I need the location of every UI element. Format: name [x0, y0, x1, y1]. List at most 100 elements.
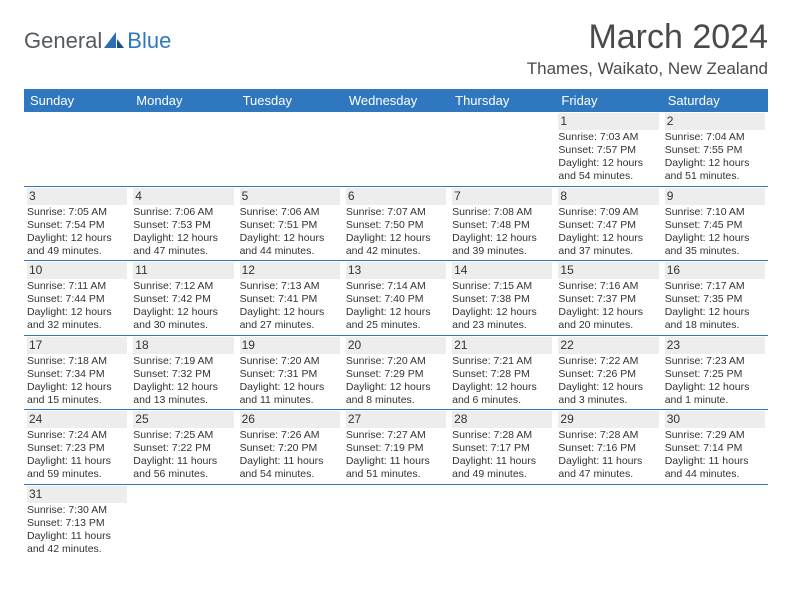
- day-detail-line: Sunrise: 7:07 AM: [346, 206, 446, 219]
- day-detail-line: Sunrise: 7:05 AM: [27, 206, 127, 219]
- day-number: 27: [346, 411, 446, 428]
- calendar-day-cell: [24, 112, 130, 186]
- day-detail-line: and 51 minutes.: [665, 170, 765, 183]
- day-detail-line: Daylight: 12 hours: [346, 381, 446, 394]
- day-detail-line: Sunset: 7:34 PM: [27, 368, 127, 381]
- calendar-day-cell: 6Sunrise: 7:07 AMSunset: 7:50 PMDaylight…: [343, 186, 449, 261]
- calendar-day-cell: [237, 484, 343, 558]
- day-detail-line: Sunrise: 7:04 AM: [665, 131, 765, 144]
- calendar-day-cell: 31Sunrise: 7:30 AMSunset: 7:13 PMDayligh…: [24, 484, 130, 558]
- calendar-day-cell: 17Sunrise: 7:18 AMSunset: 7:34 PMDayligh…: [24, 335, 130, 410]
- calendar-day-cell: 12Sunrise: 7:13 AMSunset: 7:41 PMDayligh…: [237, 261, 343, 336]
- day-number: 3: [27, 188, 127, 205]
- day-detail-line: Sunrise: 7:23 AM: [665, 355, 765, 368]
- calendar-day-cell: 27Sunrise: 7:27 AMSunset: 7:19 PMDayligh…: [343, 410, 449, 485]
- day-detail-line: Sunrise: 7:14 AM: [346, 280, 446, 293]
- day-detail-line: Daylight: 12 hours: [240, 381, 340, 394]
- day-detail-line: Daylight: 12 hours: [665, 381, 765, 394]
- location-subtitle: Thames, Waikato, New Zealand: [527, 59, 768, 79]
- calendar-day-cell: 4Sunrise: 7:06 AMSunset: 7:53 PMDaylight…: [130, 186, 236, 261]
- day-detail-line: Sunset: 7:25 PM: [665, 368, 765, 381]
- day-detail-line: Sunrise: 7:09 AM: [558, 206, 658, 219]
- day-detail-line: Sunset: 7:29 PM: [346, 368, 446, 381]
- calendar-day-cell: 24Sunrise: 7:24 AMSunset: 7:23 PMDayligh…: [24, 410, 130, 485]
- day-detail-line: Sunrise: 7:22 AM: [558, 355, 658, 368]
- page-title: March 2024: [527, 18, 768, 57]
- day-detail-line: Daylight: 12 hours: [452, 306, 552, 319]
- day-number: 19: [240, 337, 340, 354]
- day-detail-line: Sunrise: 7:15 AM: [452, 280, 552, 293]
- day-detail-line: Sunrise: 7:27 AM: [346, 429, 446, 442]
- day-detail-line: Daylight: 12 hours: [665, 306, 765, 319]
- weekday-header: Monday: [130, 89, 236, 112]
- day-detail-line: and 6 minutes.: [452, 394, 552, 407]
- day-detail-line: Daylight: 12 hours: [133, 306, 233, 319]
- calendar-week-row: 10Sunrise: 7:11 AMSunset: 7:44 PMDayligh…: [24, 261, 768, 336]
- day-detail-line: and 47 minutes.: [133, 245, 233, 258]
- day-detail-line: Sunrise: 7:20 AM: [240, 355, 340, 368]
- day-detail-line: Sunrise: 7:10 AM: [665, 206, 765, 219]
- day-detail-line: and 42 minutes.: [346, 245, 446, 258]
- day-detail-line: Daylight: 12 hours: [27, 381, 127, 394]
- day-detail-line: Sunset: 7:44 PM: [27, 293, 127, 306]
- day-detail-line: and 3 minutes.: [558, 394, 658, 407]
- day-detail-line: Sunrise: 7:21 AM: [452, 355, 552, 368]
- day-detail-line: Daylight: 12 hours: [27, 232, 127, 245]
- day-detail-line: Daylight: 12 hours: [558, 232, 658, 245]
- day-detail-line: Sunset: 7:42 PM: [133, 293, 233, 306]
- day-number: 30: [665, 411, 765, 428]
- day-detail-line: and 51 minutes.: [346, 468, 446, 481]
- day-detail-line: Daylight: 12 hours: [240, 306, 340, 319]
- day-detail-line: Daylight: 11 hours: [133, 455, 233, 468]
- calendar-table: SundayMondayTuesdayWednesdayThursdayFrid…: [24, 89, 768, 558]
- day-detail-line: Sunrise: 7:24 AM: [27, 429, 127, 442]
- day-detail-line: Sunset: 7:50 PM: [346, 219, 446, 232]
- calendar-week-row: 24Sunrise: 7:24 AMSunset: 7:23 PMDayligh…: [24, 410, 768, 485]
- day-detail-line: and 39 minutes.: [452, 245, 552, 258]
- day-detail-line: Daylight: 12 hours: [452, 232, 552, 245]
- calendar-day-cell: [449, 484, 555, 558]
- day-number: 6: [346, 188, 446, 205]
- day-number: 17: [27, 337, 127, 354]
- day-detail-line: Daylight: 12 hours: [558, 157, 658, 170]
- day-detail-line: Sunrise: 7:06 AM: [240, 206, 340, 219]
- day-detail-line: Sunset: 7:19 PM: [346, 442, 446, 455]
- day-number: 20: [346, 337, 446, 354]
- day-number: 18: [133, 337, 233, 354]
- day-detail-line: Sunset: 7:13 PM: [27, 517, 127, 530]
- day-number: 24: [27, 411, 127, 428]
- calendar-day-cell: 9Sunrise: 7:10 AMSunset: 7:45 PMDaylight…: [662, 186, 768, 261]
- logo-word-1: General: [24, 28, 102, 54]
- day-detail-line: and 49 minutes.: [27, 245, 127, 258]
- day-detail-line: Sunrise: 7:18 AM: [27, 355, 127, 368]
- day-detail-line: Sunset: 7:20 PM: [240, 442, 340, 455]
- calendar-day-cell: [343, 484, 449, 558]
- calendar-day-cell: 19Sunrise: 7:20 AMSunset: 7:31 PMDayligh…: [237, 335, 343, 410]
- calendar-day-cell: 22Sunrise: 7:22 AMSunset: 7:26 PMDayligh…: [555, 335, 661, 410]
- day-number: 26: [240, 411, 340, 428]
- day-number: 13: [346, 262, 446, 279]
- calendar-day-cell: 29Sunrise: 7:28 AMSunset: 7:16 PMDayligh…: [555, 410, 661, 485]
- day-detail-line: and 47 minutes.: [558, 468, 658, 481]
- day-detail-line: Sunset: 7:32 PM: [133, 368, 233, 381]
- day-number: 25: [133, 411, 233, 428]
- calendar-week-row: 17Sunrise: 7:18 AMSunset: 7:34 PMDayligh…: [24, 335, 768, 410]
- day-detail-line: Sunrise: 7:08 AM: [452, 206, 552, 219]
- day-detail-line: Sunrise: 7:17 AM: [665, 280, 765, 293]
- day-detail-line: Sunset: 7:26 PM: [558, 368, 658, 381]
- calendar-day-cell: 20Sunrise: 7:20 AMSunset: 7:29 PMDayligh…: [343, 335, 449, 410]
- day-detail-line: and 18 minutes.: [665, 319, 765, 332]
- day-number: 16: [665, 262, 765, 279]
- day-detail-line: Sunrise: 7:25 AM: [133, 429, 233, 442]
- day-detail-line: Sunset: 7:28 PM: [452, 368, 552, 381]
- calendar-day-cell: [130, 112, 236, 186]
- calendar-day-cell: [449, 112, 555, 186]
- day-detail-line: Daylight: 11 hours: [346, 455, 446, 468]
- day-detail-line: and 23 minutes.: [452, 319, 552, 332]
- weekday-header: Wednesday: [343, 89, 449, 112]
- day-number: 28: [452, 411, 552, 428]
- day-number: 4: [133, 188, 233, 205]
- weekday-header: Tuesday: [237, 89, 343, 112]
- day-detail-line: Daylight: 12 hours: [665, 232, 765, 245]
- calendar-day-cell: 5Sunrise: 7:06 AMSunset: 7:51 PMDaylight…: [237, 186, 343, 261]
